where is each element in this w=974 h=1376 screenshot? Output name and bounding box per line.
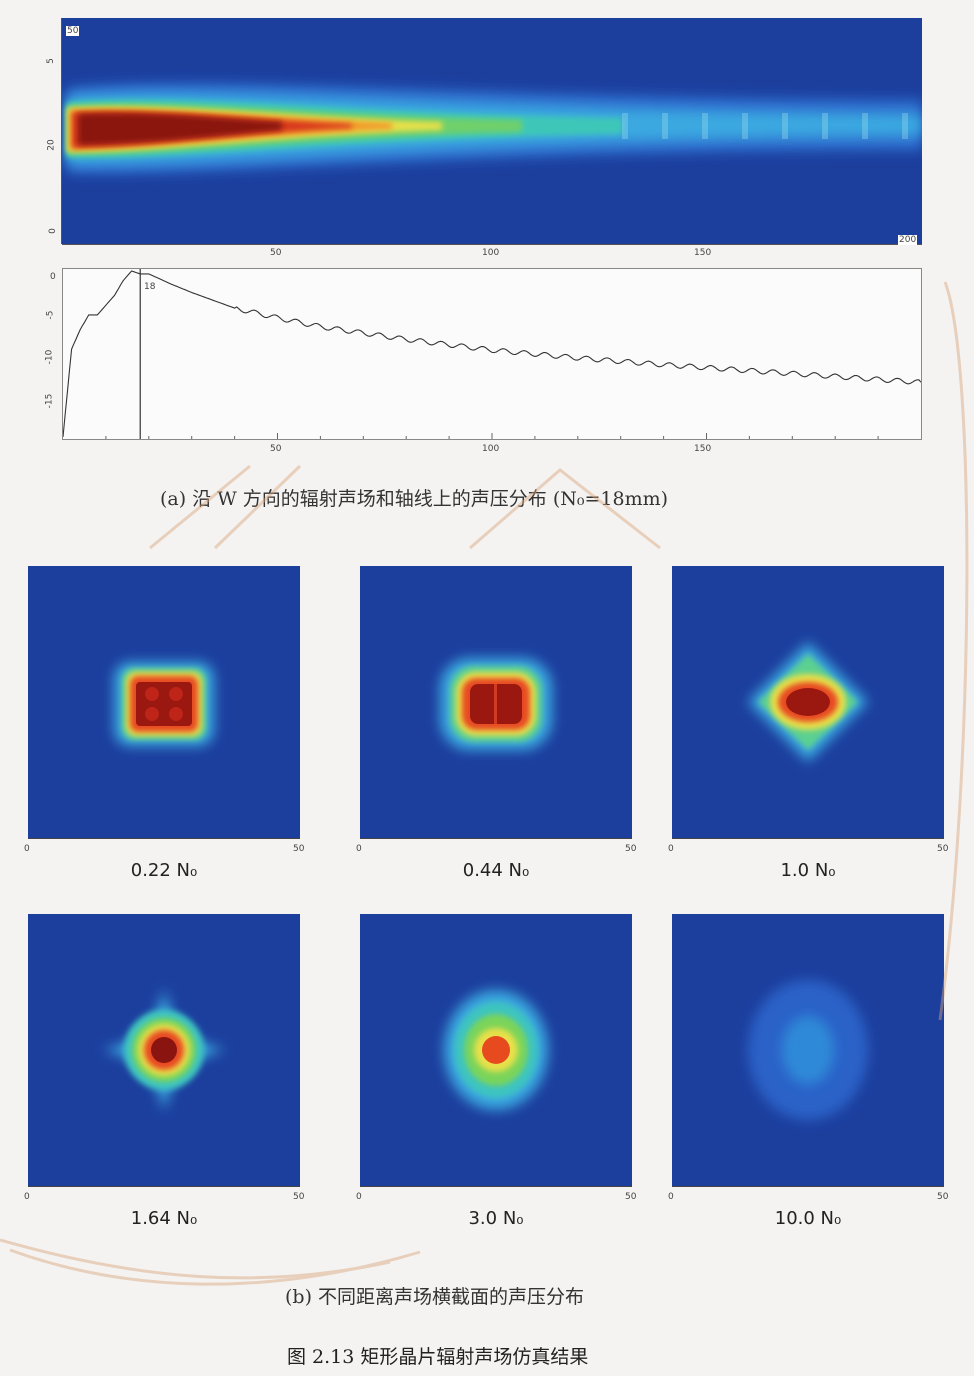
cross-section-x-min: 0 xyxy=(668,1192,674,1202)
cross-section-x-max: 50 xyxy=(937,1192,949,1202)
caption-a: (a) 沿 W 方向的辐射声场和轴线上的声压分布 (N₀=18mm) xyxy=(160,484,668,511)
cross-section-x-min: 0 xyxy=(356,1192,362,1202)
axial-y-tick: -10 xyxy=(44,349,55,365)
cross-section-axis xyxy=(360,838,632,839)
longitudinal-y-axis xyxy=(61,18,62,244)
longitudinal-x-tick: 150 xyxy=(694,248,712,258)
axial-pressure-plot xyxy=(62,268,922,440)
cross-section-label: 0.44 N₀ xyxy=(462,860,530,881)
longitudinal-y-tick: 20 xyxy=(46,139,57,151)
cross-section-axis xyxy=(360,1186,632,1187)
cross-section-panel xyxy=(360,914,632,1186)
axial-y-tick: -5 xyxy=(45,310,56,320)
cross-section-panel xyxy=(28,566,300,838)
cross-section-label: 10.0 N₀ xyxy=(774,1208,842,1229)
cross-section-panel xyxy=(28,914,300,1186)
axial-x-tick: 150 xyxy=(694,444,712,454)
cross-section-x-max: 50 xyxy=(293,844,305,854)
cross-section-x-max: 50 xyxy=(293,1192,305,1202)
caption-a-suffix: (N₀=18mm) xyxy=(552,488,669,510)
cross-section-panel xyxy=(360,566,632,838)
axial-x-tick: 100 xyxy=(482,444,500,454)
cross-section-axis xyxy=(28,838,300,839)
longitudinal-x-tick: 50 xyxy=(270,248,282,258)
cross-section-x-min: 0 xyxy=(24,1192,30,1202)
cross-section-axis xyxy=(672,1186,944,1187)
caption-a-prefix: (a) xyxy=(160,488,187,510)
cross-section-label: 1.0 N₀ xyxy=(780,860,836,881)
cross-section-x-max: 50 xyxy=(625,1192,637,1202)
longitudinal-y-tick: 5 xyxy=(45,58,56,64)
axial-y-tick: -15 xyxy=(44,393,55,409)
cross-section-label: 0.22 N₀ xyxy=(130,860,198,881)
caption-a-text: 沿 W 方向的辐射声场和轴线上的声压分布 xyxy=(192,488,547,510)
figure-caption: 图 2.13 矩形晶片辐射声场仿真结果 xyxy=(287,1346,589,1368)
axial-marker-label: 18 xyxy=(144,282,156,292)
cross-section-x-min: 0 xyxy=(24,844,30,854)
longitudinal-y-top-label: 50 xyxy=(66,26,80,36)
longitudinal-x-axis xyxy=(62,244,922,245)
longitudinal-x-tick: 100 xyxy=(482,248,500,258)
cross-section-x-max: 50 xyxy=(625,844,637,854)
longitudinal-field-map xyxy=(62,18,922,244)
axial-pressure-line xyxy=(63,270,921,438)
cross-section-x-min: 0 xyxy=(356,844,362,854)
cross-section-axis xyxy=(672,838,944,839)
cross-section-label: 3.0 N₀ xyxy=(468,1208,524,1229)
longitudinal-y-tick: 0 xyxy=(47,228,58,234)
axial-y-tick: 0 xyxy=(50,272,56,282)
longitudinal-x-max-label: 200 xyxy=(898,235,918,245)
cross-section-label: 1.64 N₀ xyxy=(130,1208,198,1229)
axial-x-tick: 50 xyxy=(270,444,282,454)
cross-section-x-max: 50 xyxy=(937,844,949,854)
caption-b: (b) 不同距离声场横截面的声压分布 xyxy=(285,1286,585,1308)
cross-section-panel xyxy=(672,566,944,838)
cross-section-axis xyxy=(28,1186,300,1187)
cross-section-x-min: 0 xyxy=(668,844,674,854)
cross-section-panel xyxy=(672,914,944,1186)
